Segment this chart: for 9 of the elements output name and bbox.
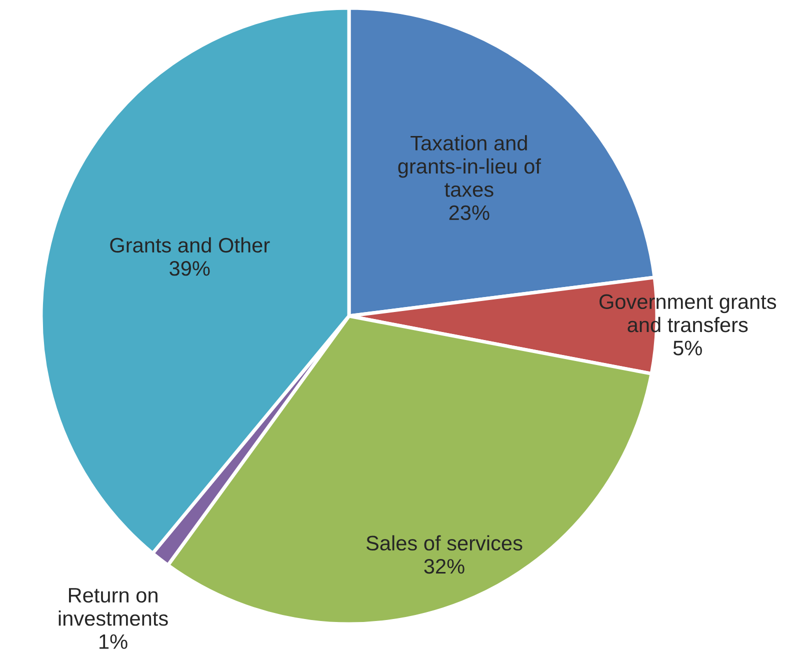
slice-label: Grants and Other (110, 237, 270, 253)
data-label: 1% (100, 634, 128, 649)
data-label: 39% (170, 261, 210, 276)
slice-label: Taxation and grants-in-lieu of taxes (398, 135, 542, 197)
slice-label: Return on investments (58, 588, 168, 626)
data-label: 32% (424, 558, 464, 574)
data-label: 5% (673, 340, 702, 356)
slice-label: Sales of services (366, 535, 522, 551)
data-label: 23% (449, 205, 490, 220)
